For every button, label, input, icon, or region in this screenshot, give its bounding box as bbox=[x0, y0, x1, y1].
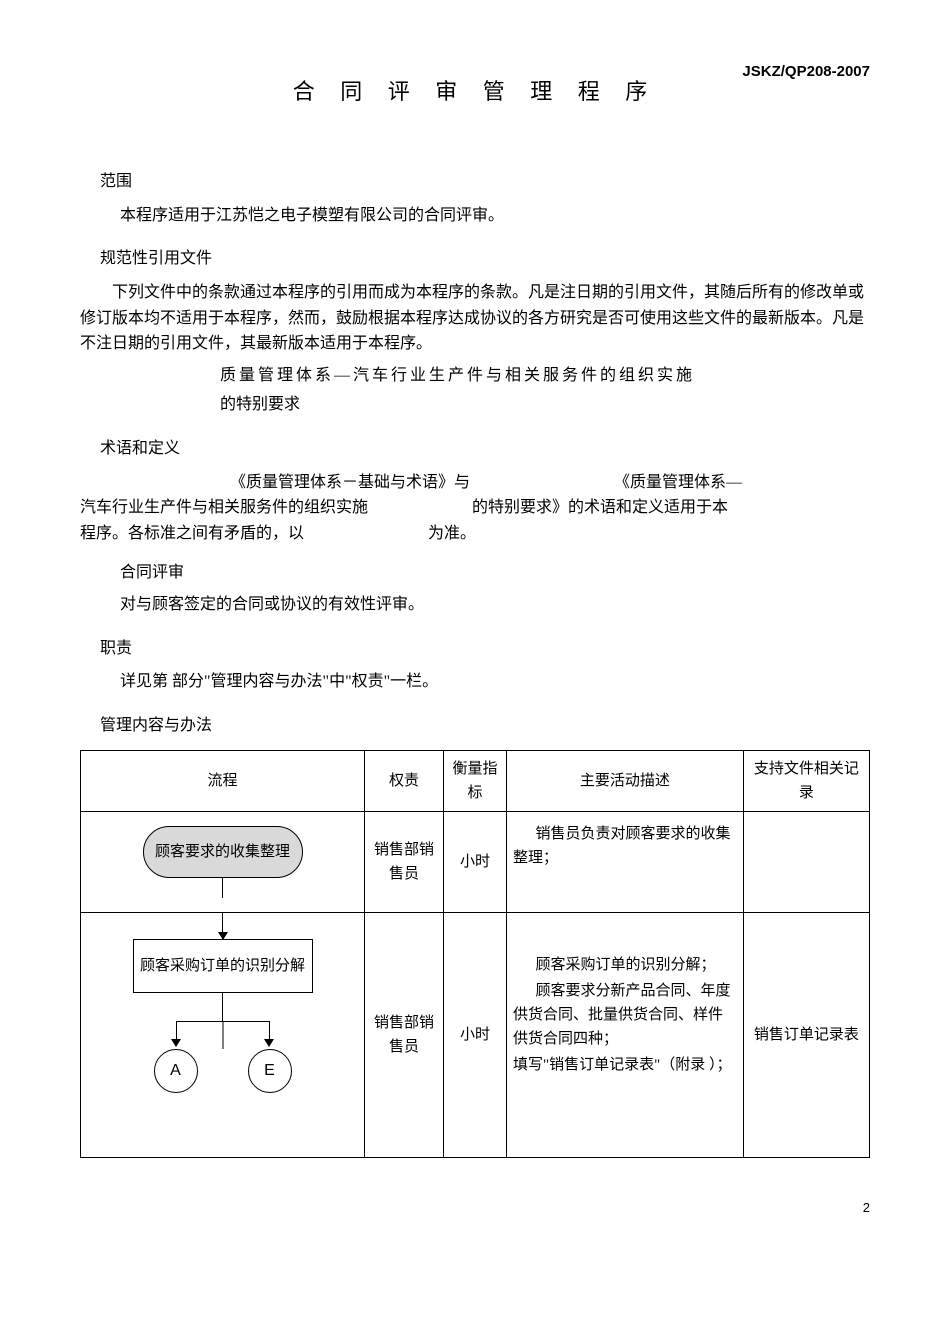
activity-2: 顾客采购订单的识别分解； 顾客要求分新产品合同、年度供货合同、批量供货合同、样件… bbox=[507, 913, 744, 1158]
role-1: 销售部销售员 bbox=[365, 812, 444, 913]
para-ref1: 下列文件中的条款通过本程序的引用而成为本程序的条款。凡是注日期的引用文件，其随后… bbox=[80, 280, 870, 357]
heading-contract: 合同评审 bbox=[120, 560, 870, 586]
support-2: 销售订单记录表 bbox=[743, 913, 869, 1158]
para-ref2b: 的特别要求 bbox=[220, 392, 870, 418]
flow-split: A E bbox=[154, 1049, 292, 1093]
term3b: 为准。 bbox=[428, 525, 476, 542]
flow-node-e: E bbox=[248, 1049, 292, 1093]
para-scope: 本程序适用于江苏恺之电子模塑有限公司的合同评审。 bbox=[120, 203, 870, 229]
metric-1: 小时 bbox=[443, 812, 506, 913]
activity-2-line1: 顾客采购订单的识别分解； bbox=[513, 953, 737, 977]
flow-arrow-1 bbox=[222, 878, 223, 898]
arrow-head-icon bbox=[218, 932, 228, 940]
mgmt-table: 流程 权责 衡量指标 主要活动描述 支持文件相关记录 顾客要求的收集整理 销售部… bbox=[80, 750, 870, 1158]
activity-1: 销售员负责对顾客要求的收集整理； bbox=[507, 812, 744, 913]
th-metric: 衡量指标 bbox=[443, 751, 506, 812]
role-2: 销售部销售员 bbox=[365, 913, 444, 1158]
flow-terminator: 顾客要求的收集整理 bbox=[143, 826, 303, 878]
para-contract: 对与顾客签定的合同或协议的有效性评审。 bbox=[120, 592, 870, 618]
flow-cell-1: 顾客要求的收集整理 bbox=[81, 812, 365, 913]
activity-2-line2: 顾客要求分新产品合同、年度供货合同、批量供货合同、样件供货合同四种； bbox=[513, 979, 737, 1051]
table-row: 顾客要求的收集整理 销售部销售员 小时 销售员负责对顾客要求的收集整理； bbox=[81, 812, 870, 913]
term3a: 程序。各标准之间有矛盾的，以 bbox=[80, 525, 304, 542]
term1b: 《质量管理体系— bbox=[614, 474, 742, 491]
th-support: 支持文件相关记录 bbox=[743, 751, 869, 812]
table-row: 顾客采购订单的识别分解 A E bbox=[81, 913, 870, 1158]
para-term: 《质量管理体系－基础与术语》与 《质量管理体系— 汽车行业生产件与相关服务件的组… bbox=[80, 470, 870, 547]
term2b: 的特别要求》的术语和定义适用于本 bbox=[472, 499, 728, 516]
flow-node-a: A bbox=[154, 1049, 198, 1093]
term2a: 汽车行业生产件与相关服务件的组织实施 bbox=[80, 499, 368, 516]
para-ref2: 质量管理体系—汽车行业生产件与相关服务件的组织实施 bbox=[220, 363, 870, 389]
term1a: 《质量管理体系－基础与术语》与 bbox=[230, 474, 470, 491]
flow-cell-2: 顾客采购订单的识别分解 A E bbox=[81, 913, 365, 1158]
para-duty: 详见第 部分"管理内容与办法"中"权责"一栏。 bbox=[120, 669, 870, 695]
th-flow: 流程 bbox=[81, 751, 365, 812]
flow-process: 顾客采购订单的识别分解 bbox=[133, 939, 313, 993]
heading-duty: 职责 bbox=[100, 636, 870, 662]
heading-scope: 范围 bbox=[100, 169, 870, 195]
ref-line-a: 质量管理体系—汽车行业生产件与相关服务件的组织实施 bbox=[220, 367, 695, 384]
activity-1-line: 销售员负责对顾客要求的收集整理； bbox=[513, 822, 737, 870]
flow-connectors bbox=[154, 1021, 292, 1049]
heading-ref: 规范性引用文件 bbox=[100, 246, 870, 272]
heading-term: 术语和定义 bbox=[100, 436, 870, 462]
table-header-row: 流程 权责 衡量指标 主要活动描述 支持文件相关记录 bbox=[81, 751, 870, 812]
flow-arrow-2b bbox=[222, 993, 223, 1021]
th-activity: 主要活动描述 bbox=[507, 751, 744, 812]
th-role: 权责 bbox=[365, 751, 444, 812]
activity-2-line3: 填写"销售订单记录表"（附录 ）； bbox=[513, 1053, 737, 1077]
flow-arrow-2a bbox=[222, 913, 223, 939]
metric-2: 小时 bbox=[443, 913, 506, 1158]
heading-mgmt: 管理内容与办法 bbox=[100, 713, 870, 739]
page-number: 2 bbox=[80, 1198, 870, 1219]
support-1 bbox=[743, 812, 869, 913]
